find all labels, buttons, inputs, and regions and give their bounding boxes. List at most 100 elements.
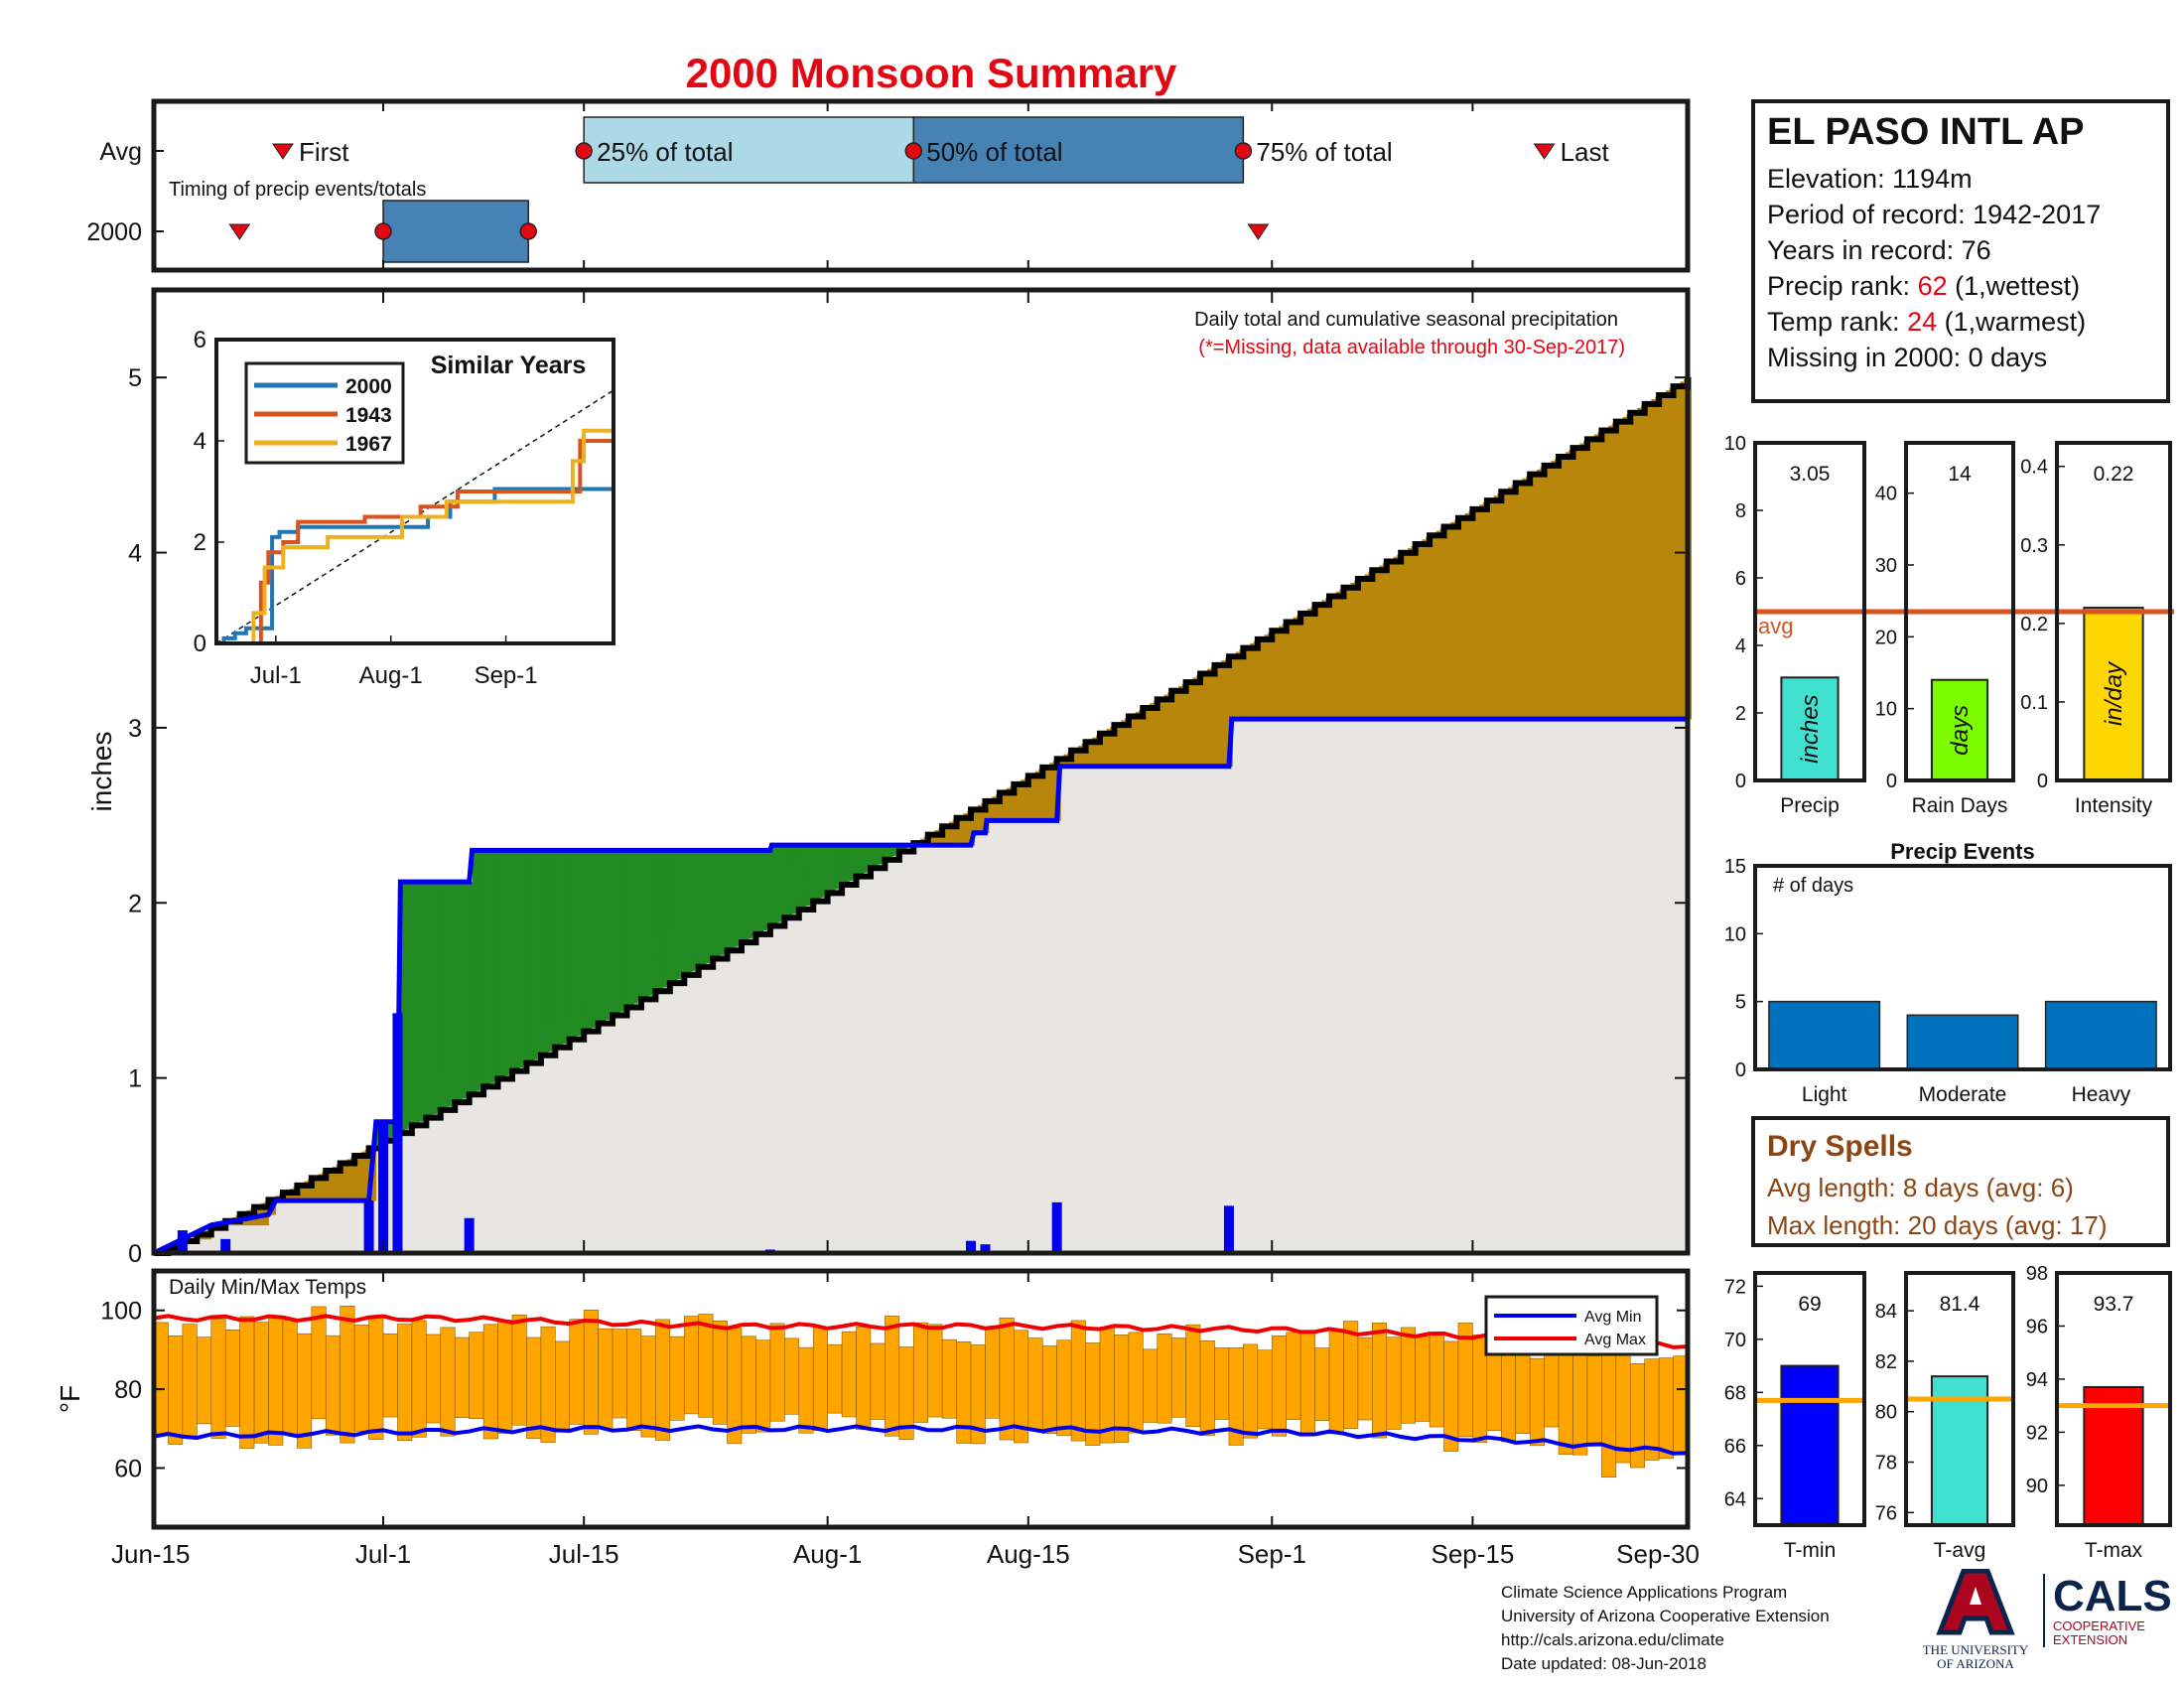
daily-temp-bar xyxy=(168,1336,184,1445)
temp-rank-suffix: (1,warmest) xyxy=(1937,307,2087,337)
year-percentile-marker xyxy=(519,222,537,240)
annotation: Daily total and cumulative seasonal prec… xyxy=(1194,309,1618,331)
y-tick-label: 20 xyxy=(1875,627,1897,648)
y-tick-label: 0 xyxy=(1886,771,1897,792)
daily-temp-bar xyxy=(1299,1333,1315,1436)
x-tick-label: Jun-15 xyxy=(111,1539,191,1569)
daily-temp-bar xyxy=(382,1334,398,1418)
y-tick-label: 64 xyxy=(1724,1488,1746,1510)
temp-rank-prefix: Temp rank: xyxy=(1767,307,1908,337)
daily-temp-bar xyxy=(182,1324,198,1437)
daily-temp-bar xyxy=(297,1333,313,1449)
daily-temp-bar xyxy=(540,1326,556,1443)
daily-temp-bar xyxy=(469,1332,484,1419)
frame-precip_intensity xyxy=(2055,441,2172,782)
daily-temp-bar xyxy=(1099,1326,1115,1444)
value-label: 3.05 xyxy=(1790,463,1831,486)
credits-university: University of Arizona Cooperative Extens… xyxy=(1501,1607,1830,1625)
category-label: Rain Days xyxy=(1912,794,2008,817)
year-percentile-marker xyxy=(374,222,392,240)
daily-temp-bar xyxy=(1629,1363,1645,1469)
panel-precip_intensity: 0 0.1 0.2 0.3 0.4 0.22 in/day Intensity xyxy=(2020,441,2172,817)
credits-url[interactable]: http://cals.arizona.edu/climate xyxy=(1501,1630,1724,1649)
daily-temp-bar xyxy=(526,1336,542,1439)
y-tick-label: 4 xyxy=(128,540,142,568)
daily-temp-bar xyxy=(426,1334,442,1424)
daily-temp-bar xyxy=(841,1331,857,1418)
unit-label: days xyxy=(1947,705,1974,756)
credits-date: Date updated: 08-Jun-2018 xyxy=(1501,1654,1706,1673)
y-tick-label: 0.3 xyxy=(2020,535,2048,557)
y-tick-label: 94 xyxy=(2026,1369,2048,1391)
inset-y-tick-label: 4 xyxy=(194,428,206,455)
inset-y-tick-label: 2 xyxy=(194,529,206,556)
x-tick-label: Aug-1 xyxy=(793,1539,862,1569)
missing-days: Missing in 2000: 0 days xyxy=(1767,343,2048,372)
station-info-box: EL PASO INTL AP Elevation: 1194m Period … xyxy=(1751,99,2170,403)
timing-row-label: 2000 xyxy=(86,218,142,246)
daily-temp-bar xyxy=(927,1324,943,1418)
daily-temp-bar xyxy=(353,1325,369,1432)
daily-temp-bar xyxy=(626,1329,642,1431)
daily-precip-bar xyxy=(1223,1205,1234,1253)
x-tick-label: Sep-30 xyxy=(1616,1539,1700,1569)
precip-events-frame xyxy=(1753,864,2172,1071)
daily-temp-bar xyxy=(1343,1321,1359,1429)
daily-precip-bar xyxy=(177,1230,188,1253)
daily-temp-bar xyxy=(712,1321,728,1425)
avg-percentile-marker xyxy=(575,142,593,160)
daily-temp-bar xyxy=(1544,1343,1560,1428)
daily-temp-bar xyxy=(411,1320,427,1438)
y-tick-label: 80 xyxy=(1875,1402,1897,1424)
cals-extension: EXTENSION xyxy=(2053,1632,2128,1647)
daily-temp-bar xyxy=(368,1316,384,1440)
avg-percentile-marker xyxy=(904,142,923,160)
daily-precip-bar xyxy=(363,1200,374,1253)
daily-temp-bar xyxy=(1143,1348,1159,1423)
y-tick-label: 96 xyxy=(2026,1316,2048,1337)
category-label: T-min xyxy=(1784,1539,1837,1562)
y-tick-label: 5 xyxy=(1735,992,1746,1014)
y-tick-label: 2 xyxy=(1735,703,1746,725)
event-bar xyxy=(1768,1000,1881,1070)
inset-y-tick-label: 0 xyxy=(194,631,206,657)
y-tick-label: 3 xyxy=(128,715,142,743)
daily-temp-bar xyxy=(282,1320,298,1436)
precip-rank-suffix: (1,wettest) xyxy=(1947,271,2081,301)
y-tick-label: 1 xyxy=(128,1065,142,1093)
daily-temp-bar xyxy=(1114,1335,1130,1443)
avg-max-line xyxy=(153,1314,1689,1349)
precip-events-title: Precip Events xyxy=(1890,839,2035,864)
avg-last-label: Last xyxy=(1561,137,1610,167)
daily-temp-bar xyxy=(856,1327,872,1431)
unit-label: in/day xyxy=(2101,660,2127,726)
cals-logo: CALS COOPERATIVE EXTENSION xyxy=(2043,1574,2172,1647)
daily-temp-bar xyxy=(798,1346,814,1434)
timing-frame xyxy=(151,98,1691,273)
cumulative-2000-line xyxy=(152,716,1688,1256)
daily-precip-bar xyxy=(966,1240,977,1253)
base-area xyxy=(154,719,1688,1253)
daily-temp-bar xyxy=(769,1323,785,1422)
legend-label-1967: 1967 xyxy=(345,433,392,456)
y-tick-label: 2 xyxy=(128,890,142,917)
y-tick-label: 0.1 xyxy=(2020,692,2048,714)
inset-frame xyxy=(214,338,615,645)
daily-temp-bar xyxy=(1056,1339,1072,1437)
y-tick-label: 0 xyxy=(128,1240,142,1268)
temps-legend-label: Avg Min xyxy=(1584,1309,1642,1326)
inset-x-tick-label: Jul-1 xyxy=(250,662,302,689)
daily-temp-bar xyxy=(397,1324,413,1442)
temp-y-axis-label: °F xyxy=(55,1385,85,1413)
y-tick-label: 15 xyxy=(1724,856,1746,878)
temps-panel: 60 80 100 Jun-15 Jul-1 Jul-15 Aug-1 Aug-15 Sep-1… xyxy=(55,1268,1700,1569)
timing-subtitle: Timing of precip events/totals xyxy=(169,179,426,201)
y-tick-label: 82 xyxy=(1875,1351,1897,1373)
y-tick-label: 8 xyxy=(1735,500,1746,522)
daily-precip-bar xyxy=(220,1238,231,1253)
y-tick-label: 10 xyxy=(1875,699,1897,721)
precip-rank-value: 62 xyxy=(1917,271,1948,301)
y-tick-label: 6 xyxy=(1735,568,1746,590)
x-tick-label: Aug-15 xyxy=(987,1539,1070,1569)
x-tick-label: Sep-15 xyxy=(1431,1539,1514,1569)
